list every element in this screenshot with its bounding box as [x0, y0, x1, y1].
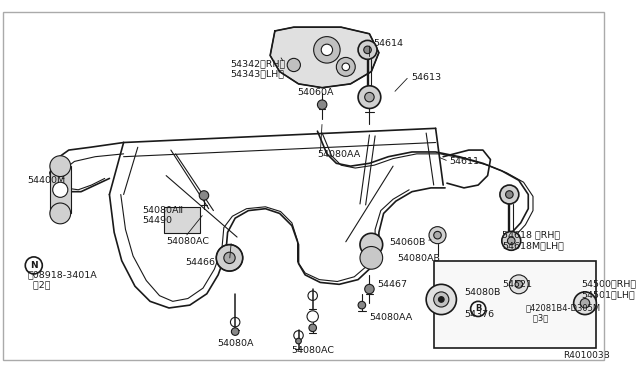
- Circle shape: [426, 284, 456, 315]
- Text: 54618 〈RH〉: 54618 〈RH〉: [502, 230, 560, 240]
- Text: ⒵42081B4-D305M: ⒵42081B4-D305M: [525, 303, 600, 312]
- Text: 54343〈LH〉: 54343〈LH〉: [230, 70, 284, 79]
- Circle shape: [502, 231, 521, 250]
- Circle shape: [429, 227, 446, 244]
- Circle shape: [365, 284, 374, 294]
- Text: 54400M: 54400M: [27, 176, 65, 185]
- Circle shape: [337, 57, 355, 76]
- Text: R401003B: R401003B: [563, 350, 610, 359]
- Circle shape: [364, 46, 371, 54]
- Text: 54080AⅡ: 54080AⅡ: [143, 206, 184, 215]
- Circle shape: [342, 63, 349, 71]
- Text: 54466: 54466: [185, 258, 215, 267]
- Circle shape: [216, 245, 243, 271]
- Circle shape: [434, 292, 449, 307]
- Circle shape: [317, 100, 327, 109]
- Bar: [164, 207, 200, 233]
- Circle shape: [314, 36, 340, 63]
- Text: 54376: 54376: [464, 310, 494, 319]
- Text: 54080AC: 54080AC: [291, 346, 334, 355]
- Circle shape: [360, 247, 383, 269]
- Circle shape: [573, 292, 596, 315]
- Text: 54490: 54490: [143, 216, 173, 225]
- Circle shape: [296, 338, 301, 344]
- Circle shape: [224, 252, 235, 263]
- Circle shape: [309, 324, 317, 331]
- Circle shape: [365, 92, 374, 102]
- Circle shape: [50, 156, 70, 177]
- Text: 54080B: 54080B: [464, 288, 500, 297]
- Polygon shape: [270, 27, 379, 88]
- Text: 54467: 54467: [377, 280, 407, 289]
- Text: 54080A: 54080A: [217, 339, 253, 348]
- Circle shape: [232, 328, 239, 336]
- Text: B: B: [475, 304, 481, 314]
- Text: N: N: [30, 261, 38, 270]
- Circle shape: [358, 86, 381, 109]
- Text: 54613: 54613: [411, 74, 441, 83]
- Text: 54342〈RH〉: 54342〈RH〉: [230, 59, 285, 68]
- Circle shape: [50, 203, 70, 224]
- Text: 54080AB: 54080AB: [398, 254, 441, 263]
- Circle shape: [509, 275, 528, 294]
- Circle shape: [358, 301, 365, 309]
- Circle shape: [287, 58, 300, 71]
- Circle shape: [321, 44, 333, 55]
- Circle shape: [360, 233, 383, 256]
- Bar: [434, 261, 596, 348]
- Text: ⓝ08918-3401A: ⓝ08918-3401A: [27, 270, 97, 279]
- Circle shape: [358, 41, 377, 59]
- Text: 54060B: 54060B: [390, 238, 426, 247]
- Circle shape: [438, 296, 444, 302]
- Circle shape: [515, 280, 523, 288]
- Text: ら3〉: ら3〉: [525, 314, 548, 323]
- Circle shape: [506, 191, 513, 198]
- Text: 54080AA: 54080AA: [317, 150, 361, 159]
- Circle shape: [434, 231, 442, 239]
- Text: 54500〈RH〉: 54500〈RH〉: [581, 280, 636, 289]
- Circle shape: [508, 237, 515, 245]
- Text: 54521: 54521: [502, 280, 532, 289]
- Bar: [50, 166, 70, 214]
- Circle shape: [199, 191, 209, 200]
- Circle shape: [580, 298, 589, 308]
- Text: ら2〉: ら2〉: [27, 280, 51, 289]
- Circle shape: [500, 185, 519, 204]
- Text: 54611: 54611: [449, 157, 479, 166]
- Text: 54060A: 54060A: [297, 88, 333, 97]
- Circle shape: [52, 182, 68, 197]
- Text: 54080AA: 54080AA: [369, 313, 413, 322]
- Text: 54618M〈LH〉: 54618M〈LH〉: [502, 241, 564, 250]
- Text: 54080AC: 54080AC: [166, 237, 209, 246]
- Text: 54614: 54614: [373, 39, 403, 48]
- Text: 54501〈LH〉: 54501〈LH〉: [581, 290, 635, 299]
